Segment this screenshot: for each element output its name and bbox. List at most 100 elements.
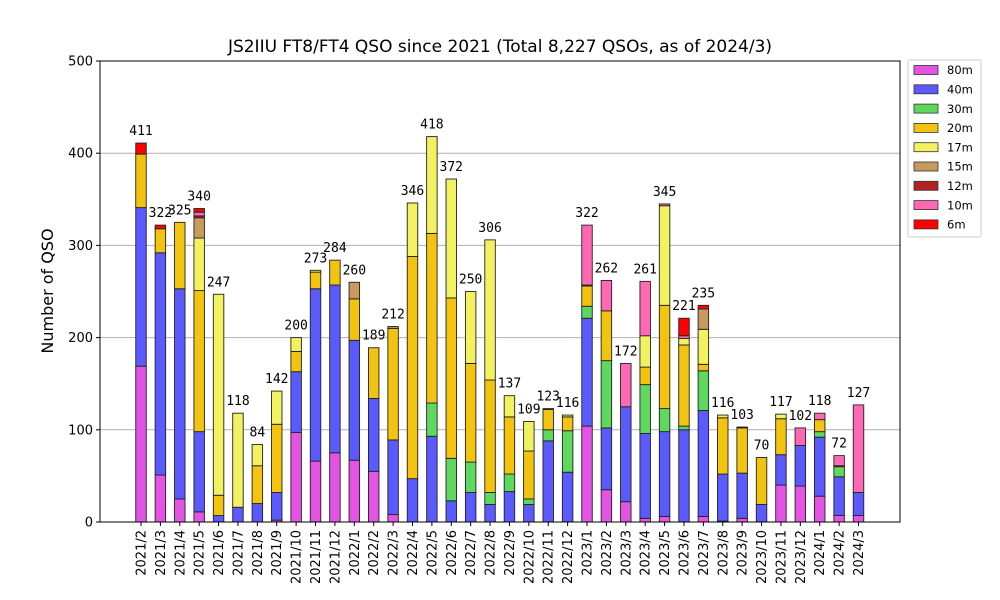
bar-segment-17m: [697, 328, 710, 365]
bar-segment-80m: [697, 516, 710, 523]
bar-segment-30m: [445, 457, 457, 502]
bar-segment-40m: [833, 476, 845, 516]
bar-segment-80m: [852, 515, 865, 523]
total-label: 340: [187, 190, 210, 205]
legend-label-12m: 12m: [947, 179, 973, 193]
legend-swatch-12m: [913, 180, 939, 191]
bar-segment-17m: [445, 178, 457, 299]
bar-segment-20m: [658, 304, 671, 410]
x-tick-label: 2021/9: [270, 530, 285, 576]
x-tick-label: 2021/2: [135, 530, 150, 576]
legend-label-80m: 80m: [947, 63, 973, 77]
bar-segment-80m: [309, 460, 322, 523]
bar-segment-17m: [484, 239, 496, 381]
total-label: 322: [575, 206, 598, 221]
bar-segment-15m: [348, 281, 361, 300]
bar-segment-30m: [639, 384, 651, 434]
bar-segment-40m: [814, 436, 826, 497]
total-label: 84: [250, 426, 266, 441]
bar-segment-80m: [329, 452, 341, 523]
data-labels: 4113223253402471188414220027328426018921…: [129, 118, 870, 454]
x-tick-label: 2022/3: [387, 530, 402, 576]
legend-swatch-80m: [913, 65, 939, 75]
bar-segment-40m: [309, 288, 322, 462]
bar-segment-40m: [174, 288, 186, 500]
bar-segment-80m: [290, 432, 302, 523]
bar-segment-20m: [600, 310, 613, 362]
bar-segment-20m: [348, 298, 361, 341]
total-label: 103: [730, 408, 753, 423]
bar-segment-30m: [600, 360, 613, 429]
total-label: 116: [711, 396, 734, 411]
bar-segment-40m: [387, 439, 399, 516]
bar-segment-10m: [814, 412, 826, 421]
x-tick-label: 2022/10: [522, 530, 537, 584]
bar-segment-30m: [484, 492, 496, 505]
bar-segment-40m: [368, 398, 380, 472]
y-axis-ticks: 0 100 200 300 400 500: [68, 55, 100, 531]
legend-swatch-17m: [913, 142, 939, 153]
x-tick-label: 2023/2: [600, 530, 615, 576]
y-tick-label: 100: [68, 423, 93, 438]
bar-segment-10m: [852, 404, 865, 493]
chart-title: JS2IIU FT8/FT4 QSO since 2021 (Total 8,2…: [227, 37, 772, 57]
legend-label-40m: 40m: [947, 83, 973, 97]
legend-swatch-10m: [913, 200, 939, 211]
bar-segment-17m: [523, 421, 535, 452]
x-tick-label: 2023/10: [755, 530, 770, 584]
bar-segment-30m: [814, 431, 826, 438]
bar-segment-80m: [833, 515, 845, 523]
total-label: 250: [459, 273, 482, 288]
bar-segment-20m: [464, 362, 477, 463]
x-tick-label: 2023/3: [619, 530, 634, 576]
bar-segment-20m: [445, 297, 457, 459]
bar-segment-40m: [329, 284, 341, 454]
total-label: 118: [808, 394, 831, 409]
bar-segment-80m: [794, 485, 807, 523]
bar-segment-20m: [484, 379, 496, 493]
bar-segment-20m: [523, 450, 535, 500]
legend-swatch-15m: [913, 161, 939, 172]
bar-segment-17m: [775, 413, 787, 420]
x-tick-label: 2024/1: [813, 530, 828, 576]
x-tick-label: 2022/9: [503, 530, 518, 576]
bar-segment-40m: [581, 317, 593, 427]
bar-segment-17m: [406, 202, 419, 257]
total-label: 116: [556, 396, 579, 411]
bar-segment-10m: [620, 362, 632, 408]
bar-segment-17m: [212, 293, 225, 496]
bar-segment-40m: [658, 431, 671, 517]
x-tick-label: 2021/10: [290, 530, 305, 584]
bar-segment-10m: [833, 455, 845, 467]
bar-segment-40m: [794, 445, 807, 487]
bar-segment-80m: [775, 484, 787, 523]
bar-segment-17m: [678, 338, 690, 346]
bar-segment-40m: [542, 440, 554, 523]
bar-segment-20m: [717, 417, 729, 475]
bar-segment-40m: [193, 431, 205, 513]
total-label: 142: [265, 372, 288, 387]
bar-segment-40m: [445, 500, 457, 523]
total-label: 284: [323, 241, 347, 256]
y-tick-label: 300: [68, 239, 93, 254]
bar-segment-40m: [135, 207, 147, 367]
bar-segment-30m: [561, 430, 574, 473]
bar-segment-40m: [251, 503, 264, 523]
bar-segment-40m: [639, 433, 651, 519]
total-label: 189: [362, 329, 385, 344]
x-tick-label: 2022/7: [464, 530, 479, 576]
bar-segment-30m: [426, 402, 438, 437]
plot-frame: [99, 60, 901, 523]
bar-segment-20m: [755, 457, 768, 505]
bar-segment-12m: [736, 426, 748, 429]
x-tick-label: 2023/11: [774, 530, 789, 584]
bar-segment-30m: [464, 461, 477, 493]
y-tick-label: 500: [68, 55, 93, 70]
legend-swatch-30m: [913, 103, 939, 114]
total-label: 117: [769, 395, 792, 410]
total-label: 72: [831, 437, 847, 452]
bar-segment-20m: [561, 416, 574, 432]
bar-segment-80m: [135, 365, 147, 523]
